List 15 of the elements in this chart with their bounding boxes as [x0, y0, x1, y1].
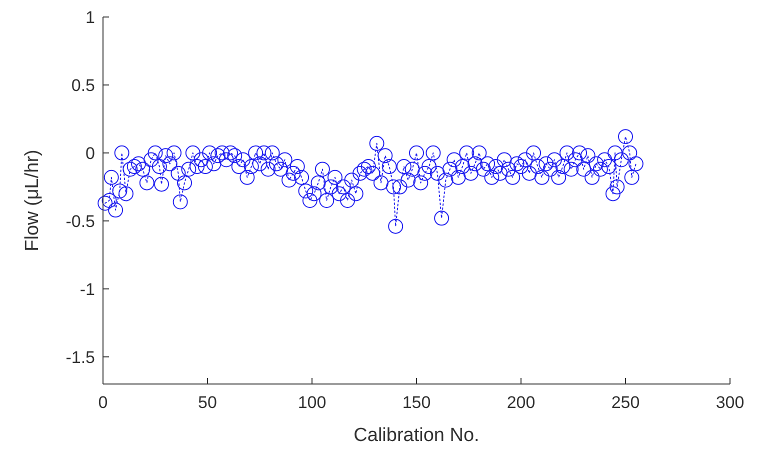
y-tick-label: -1: [80, 280, 95, 299]
x-tick-label: 300: [716, 393, 744, 412]
y-axis-title: Flow (μL/hr): [22, 150, 43, 252]
x-tick-label: 150: [402, 393, 431, 412]
y-tick-label: 0.5: [71, 76, 95, 95]
x-tick-label: 200: [506, 393, 536, 412]
y-tick-label: -0.5: [66, 212, 95, 231]
x-tick-label: 50: [198, 393, 217, 412]
y-tick-label: 1: [86, 8, 95, 27]
x-tick-label: 100: [298, 393, 326, 412]
x-tick-label: 250: [611, 393, 640, 412]
x-axis-title: Calibration No.: [354, 425, 480, 446]
y-tick-label: -1.5: [66, 348, 95, 367]
y-tick-label: 0: [86, 144, 95, 163]
x-tick-label: 0: [98, 393, 108, 412]
